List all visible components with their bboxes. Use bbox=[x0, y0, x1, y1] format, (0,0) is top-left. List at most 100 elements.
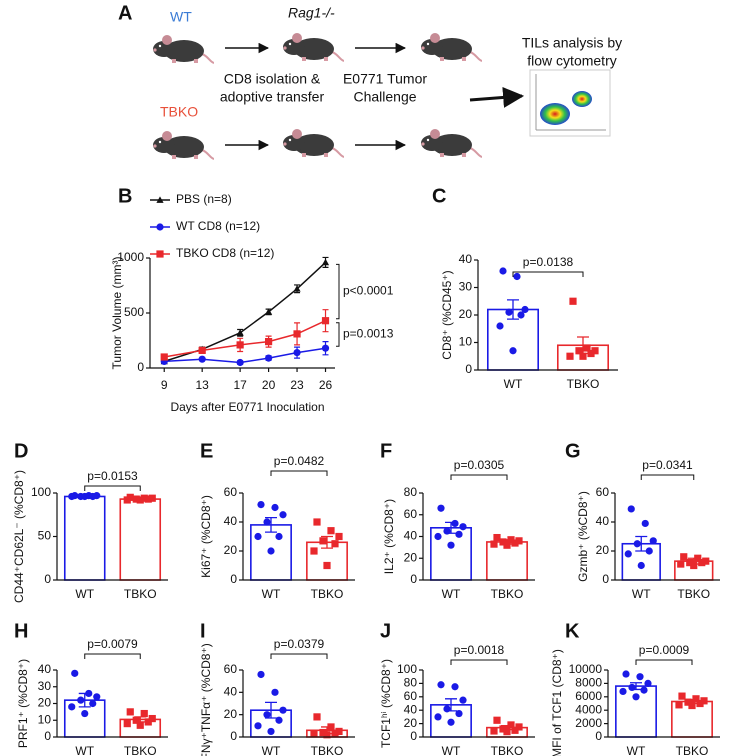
data-point bbox=[447, 718, 455, 726]
mouse-icon bbox=[152, 34, 214, 64]
legend-label: WT CD8 (n=12) bbox=[176, 219, 260, 233]
data-point bbox=[293, 330, 301, 338]
data-point bbox=[443, 705, 451, 713]
panel-letter: D bbox=[14, 440, 28, 462]
y-axis-label: PRF1⁺ (%CD8⁺) bbox=[16, 659, 30, 748]
data-point bbox=[126, 708, 134, 716]
data-point bbox=[455, 530, 463, 538]
data-point bbox=[645, 547, 653, 555]
x-tick-label: WT bbox=[262, 744, 281, 756]
data-point bbox=[123, 496, 131, 504]
bar bbox=[119, 498, 162, 581]
y-tick-label: 2000 bbox=[575, 716, 602, 730]
y-tick-label: 20 bbox=[459, 307, 473, 321]
data-point bbox=[515, 537, 523, 545]
panel-letter: C bbox=[432, 185, 446, 207]
bracket bbox=[84, 485, 141, 491]
y-axis-label: Tumor Volume (mm³) bbox=[110, 257, 124, 370]
data-point bbox=[323, 731, 331, 739]
data-point bbox=[443, 527, 451, 535]
panel-letter: H bbox=[14, 620, 28, 642]
x-tick-label: 9 bbox=[161, 378, 168, 392]
y-axis-label: TCF1ʰⁱ (%CD8⁺) bbox=[379, 659, 393, 748]
y-tick-label: 20 bbox=[38, 696, 52, 710]
p-value: p=0.0153 bbox=[87, 469, 138, 483]
data-point bbox=[323, 561, 331, 570]
data-point bbox=[327, 527, 335, 535]
group-label: WT bbox=[170, 9, 192, 25]
data-point bbox=[702, 557, 710, 565]
y-tick-label: 40 bbox=[224, 685, 238, 699]
y-tick-label: 1000 bbox=[117, 250, 144, 264]
data-point bbox=[499, 538, 507, 546]
y-tick-label: 0 bbox=[602, 572, 609, 586]
data-point bbox=[264, 354, 273, 362]
data-point bbox=[254, 532, 262, 541]
data-point bbox=[434, 532, 442, 541]
y-tick-label: 0 bbox=[595, 729, 602, 743]
x-tick-label: TBKO bbox=[311, 744, 344, 756]
data-point bbox=[434, 713, 442, 721]
x-axis-label: Days after E0771 Inoculation bbox=[170, 400, 324, 414]
bracket bbox=[640, 474, 695, 480]
bracket bbox=[450, 659, 508, 665]
data-point bbox=[156, 223, 164, 231]
y-tick-label: 6000 bbox=[575, 689, 602, 703]
y-tick-label: 60 bbox=[224, 662, 238, 676]
group-label: TBKO bbox=[160, 104, 198, 120]
data-point bbox=[275, 532, 283, 541]
legend-label: PBS (n=8) bbox=[176, 192, 232, 206]
step-label: E0771 Tumor bbox=[343, 71, 427, 87]
bracket bbox=[270, 653, 328, 659]
data-point bbox=[156, 250, 164, 258]
data-point bbox=[140, 709, 148, 718]
bracket bbox=[336, 322, 340, 347]
y-tick-label: 40 bbox=[459, 252, 473, 266]
y-tick-label: 0 bbox=[410, 729, 417, 743]
data-point bbox=[275, 716, 283, 724]
data-point bbox=[77, 696, 85, 704]
data-point bbox=[632, 693, 640, 701]
data-point bbox=[509, 347, 517, 355]
data-point bbox=[321, 317, 330, 325]
data-point bbox=[267, 547, 275, 555]
y-axis-label: CD8⁺ (%CD45⁺) bbox=[440, 270, 454, 359]
data-point bbox=[144, 718, 152, 726]
x-tick-label: WT bbox=[627, 744, 646, 756]
panel-letter: G bbox=[565, 440, 581, 462]
data-point bbox=[437, 504, 445, 512]
panel-letter: A bbox=[118, 2, 132, 24]
bracket bbox=[450, 474, 508, 480]
data-point bbox=[499, 725, 507, 733]
error-bar bbox=[265, 517, 277, 533]
data-point bbox=[236, 358, 244, 367]
y-tick-label: 10 bbox=[459, 335, 473, 349]
readout-label: TILs analysis by bbox=[522, 35, 622, 51]
step-label: CD8 isolation & bbox=[224, 71, 321, 87]
x-tick-label: TBKO bbox=[491, 744, 524, 756]
data-point bbox=[644, 679, 652, 688]
data-point bbox=[677, 560, 685, 568]
p-value: p=0.0079 bbox=[87, 637, 138, 651]
mouse-icon bbox=[420, 32, 482, 62]
data-point bbox=[503, 541, 511, 549]
data-point bbox=[675, 701, 683, 709]
data-point bbox=[513, 272, 521, 281]
data-point bbox=[144, 495, 152, 503]
y-tick-label: 80 bbox=[404, 676, 418, 690]
x-tick-label: WT bbox=[632, 587, 651, 601]
x-tick-label: TBKO bbox=[676, 744, 709, 756]
data-point bbox=[591, 347, 599, 355]
data-point bbox=[148, 714, 156, 723]
y-tick-label: 20 bbox=[404, 716, 418, 730]
data-point bbox=[93, 693, 101, 701]
bracket bbox=[635, 659, 693, 665]
p-value: p=0.0379 bbox=[274, 637, 325, 651]
data-point bbox=[156, 196, 164, 203]
step-label: adoptive transfer bbox=[220, 89, 325, 105]
error-bar bbox=[507, 299, 519, 320]
data-point bbox=[263, 711, 271, 719]
data-point bbox=[521, 305, 529, 314]
y-tick-label: 30 bbox=[459, 280, 473, 294]
